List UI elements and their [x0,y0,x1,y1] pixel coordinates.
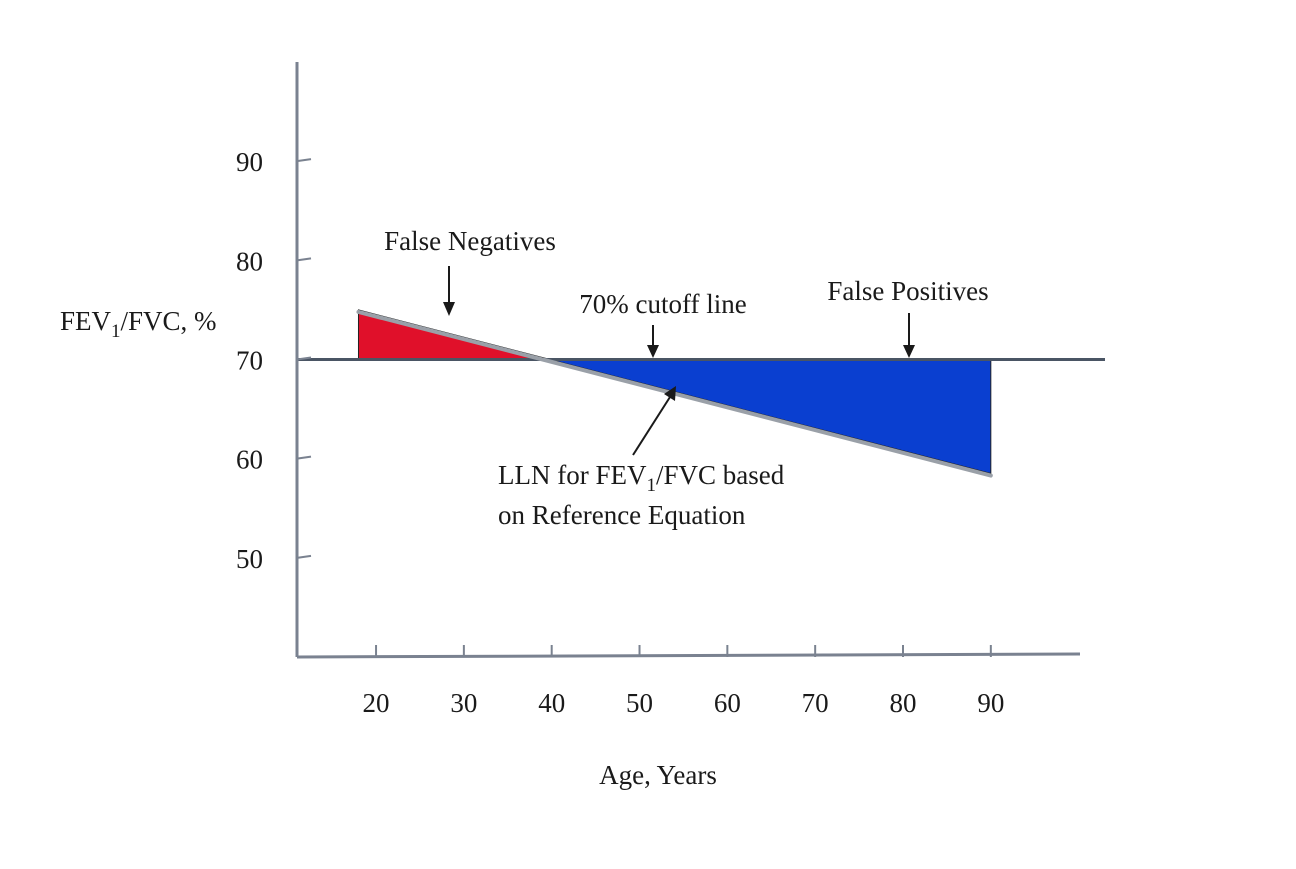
cutoff-line-label: 70% cutoff line [579,289,746,319]
false-negatives-label: False Negatives [384,226,556,256]
y-tick-mark [296,554,312,559]
false-positives-arrow [903,313,915,358]
x-tick-label: 40 [538,688,565,718]
y-tick-label: 70 [236,346,263,376]
x-tick-label: 20 [363,688,390,718]
x-tick-label: 70 [802,688,829,718]
cutoff-arrow [647,325,659,358]
lln-label: LLN for FEV1/FVC based [498,460,785,496]
y-tick-mark [296,455,312,460]
y-tick-label: 60 [236,445,263,475]
y-tick-mark [296,257,312,262]
y-tick-mark [296,356,312,361]
x-axis-title: Age, Years [599,760,717,790]
y-tick-label: 50 [236,544,263,574]
y-axis-title: FEV1/FVC, % [60,306,217,342]
x-tick-label: 80 [890,688,917,718]
x-tick-label: 50 [626,688,653,718]
false-positives-label: False Positives [827,276,988,306]
x-tick-label: 30 [450,688,477,718]
annotation-arrows [443,266,915,456]
y-tick-label: 90 [236,147,263,177]
lln-label-line2: on Reference Equation [498,500,746,530]
tick-labels: 50 60 70 80 90 20 30 40 50 60 70 80 90 [236,147,1004,718]
false-negatives-arrow [443,266,455,316]
x-tick-label: 90 [977,688,1004,718]
y-tick-label: 80 [236,246,263,276]
lln-arrow [632,386,676,456]
axes [295,62,1081,659]
y-tick-mark [296,158,312,163]
x-tick-label: 60 [714,688,741,718]
x-axis [296,652,1081,659]
